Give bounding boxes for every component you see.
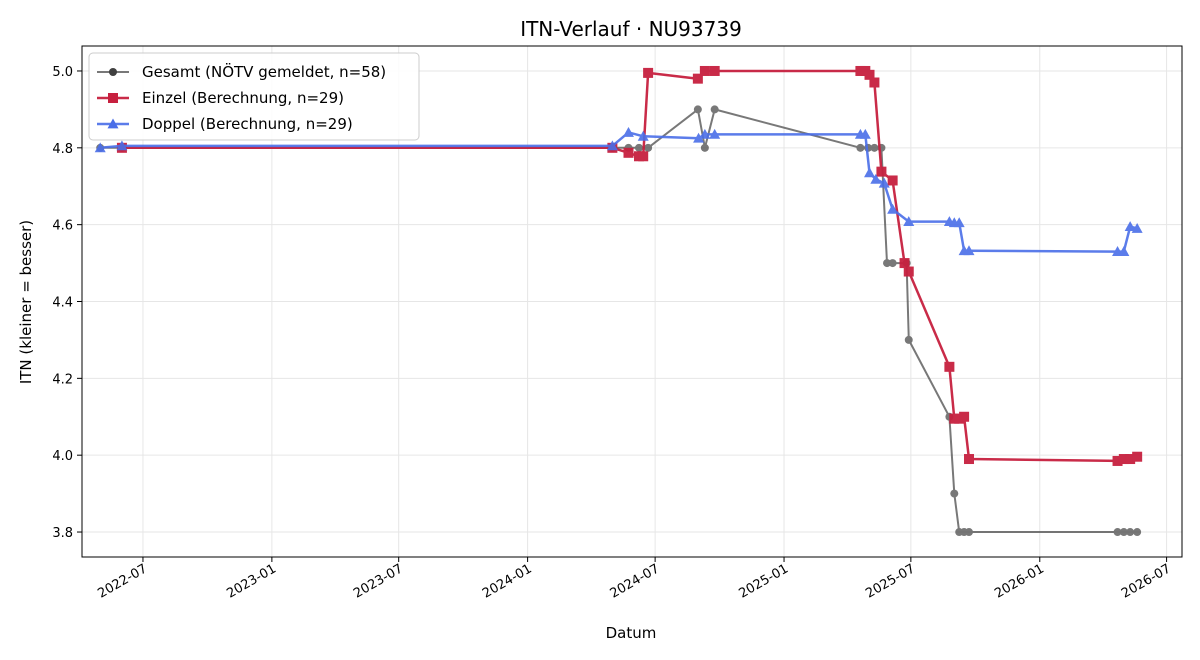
data-point (964, 454, 975, 465)
data-point (1125, 454, 1136, 465)
data-point (864, 69, 875, 80)
y-tick-label: 4.0 (52, 449, 73, 464)
data-point (709, 65, 720, 76)
y-tick-label: 4.2 (52, 372, 73, 387)
data-point (887, 203, 899, 214)
data-point (699, 128, 711, 139)
data-point (699, 65, 710, 76)
legend-label: Gesamt (NÖTV gemeldet, n=58) (142, 62, 386, 81)
data-point (108, 93, 118, 103)
data-point (965, 528, 974, 537)
data-point (864, 167, 876, 178)
y-tick-label: 5.0 (52, 65, 73, 80)
data-point (116, 140, 128, 151)
legend-label: Doppel (Berechnung, n=29) (142, 115, 353, 133)
data-point (904, 335, 913, 344)
y-tick-label: 3.8 (52, 526, 73, 541)
data-point (899, 258, 910, 269)
data-point (888, 259, 897, 268)
data-point (950, 489, 959, 498)
data-point (638, 151, 649, 162)
y-axis: 3.8 4.0 4.2 4.4 4.6 4.8 5.0 (52, 65, 82, 541)
data-point (622, 126, 634, 137)
x-tick-label: 2022-07 (95, 561, 150, 601)
data-point (1132, 451, 1143, 462)
series-layer (94, 65, 1143, 537)
legend-item: Doppel (Berechnung, n=29) (97, 115, 353, 133)
x-tick-label: 2023-07 (351, 561, 406, 601)
chart-title: ITN-Verlauf · NU93739 (520, 17, 742, 41)
data-point (107, 118, 119, 129)
data-point (710, 105, 719, 114)
data-point (94, 142, 106, 153)
data-point (1112, 455, 1123, 466)
data-point (887, 175, 898, 186)
series-0 (96, 105, 1142, 537)
data-point (1124, 221, 1136, 231)
data-point (903, 216, 915, 226)
legend-label: Einzel (Berechnung, n=29) (142, 89, 344, 107)
data-point (876, 166, 887, 177)
legend-item: Einzel (Berechnung, n=29) (97, 89, 344, 107)
series-line (121, 69, 1138, 463)
legend-box (88, 52, 420, 141)
data-point (692, 73, 703, 84)
x-tick-label: 2026-01 (992, 561, 1047, 601)
data-point (903, 266, 914, 277)
data-point (944, 361, 955, 372)
data-point (635, 143, 644, 152)
data-point (637, 130, 649, 141)
data-point (623, 147, 634, 158)
data-point (869, 77, 880, 88)
x-axis-label: Datum (606, 624, 657, 642)
y-tick-label: 4.4 (52, 296, 73, 311)
x-tick-label: 2024-01 (480, 561, 535, 601)
legend: Gesamt (NÖTV gemeldet, n=58) Einzel (Bere… (88, 52, 420, 141)
x-tick-label: 2023-01 (224, 561, 279, 601)
data-point (606, 140, 618, 151)
data-point (1118, 246, 1130, 256)
legend-item: Gesamt (NÖTV gemeldet, n=58) (97, 62, 386, 81)
data-point (693, 132, 705, 143)
x-tick-label: 2024-07 (608, 561, 663, 601)
data-point (1113, 528, 1122, 537)
x-tick-label: 2025-07 (863, 561, 918, 601)
x-tick-label: 2026-07 (1119, 561, 1174, 601)
x-axis: 2022-07 2023-01 2023-07 2024-01 2024-07 2025-… (95, 557, 1174, 602)
data-point (693, 105, 702, 114)
y-axis-label: ITN (kleiner = besser) (17, 220, 35, 384)
y-tick-label: 4.8 (52, 142, 73, 157)
data-point (709, 128, 721, 139)
data-point (870, 173, 882, 184)
data-point (1119, 528, 1128, 537)
data-point (1118, 454, 1129, 465)
data-point (1126, 528, 1135, 537)
y-tick-label: 4.6 (52, 219, 73, 234)
data-point (870, 143, 879, 152)
series-2 (94, 126, 1143, 256)
x-tick-label: 2025-01 (736, 561, 791, 601)
data-point (859, 128, 871, 139)
data-point (1131, 223, 1143, 233)
data-point (883, 259, 892, 268)
data-point (959, 411, 970, 422)
data-point (1133, 528, 1142, 537)
series-line (100, 108, 1138, 533)
data-point (953, 217, 965, 228)
data-point (963, 245, 975, 256)
data-point (644, 143, 653, 152)
data-point (878, 177, 890, 188)
data-point (643, 67, 654, 78)
data-point (109, 68, 117, 76)
data-point (856, 143, 865, 152)
data-point (700, 143, 709, 152)
